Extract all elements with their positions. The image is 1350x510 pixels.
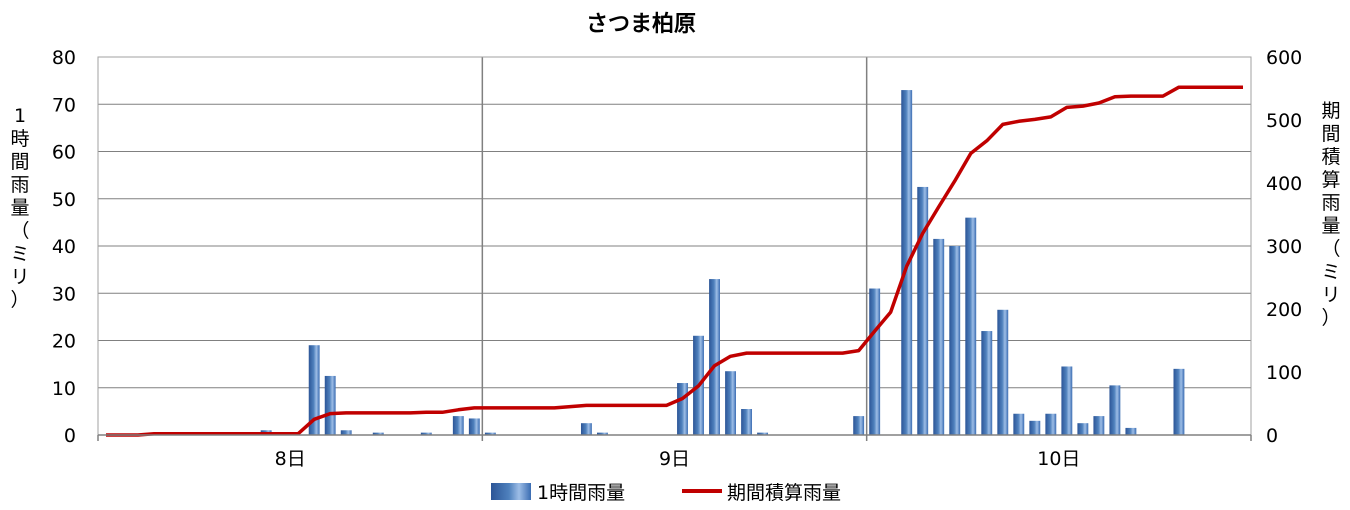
plot-area: 8日 9日 10日 0 10 20 30 40 50 60 70 80 0 100 200 300 400 500… (10, 47, 1340, 504)
bar (1013, 413, 1025, 435)
y-left-axis-label-char: リ (10, 266, 29, 288)
bar (1045, 413, 1057, 435)
bar (324, 375, 336, 435)
bar (1029, 420, 1041, 435)
y-left-tick-label: 10 (52, 378, 76, 400)
bar (741, 409, 753, 435)
bar (709, 279, 720, 435)
bar (869, 288, 881, 435)
y-left-axis-label-char: 雨 (10, 174, 29, 196)
y-left-tick-label: 70 (52, 94, 76, 116)
y-left-tick-label: 80 (52, 47, 76, 69)
legend-line-label: 期間積算雨量 (727, 482, 841, 504)
x-tick-label: 8日 (275, 448, 306, 470)
y-left-axis-label-char: 量 (10, 197, 29, 219)
y-right-tick-label: 0 (1266, 425, 1278, 447)
bar (452, 416, 464, 435)
bar (933, 238, 945, 435)
x-tick-label: 9日 (659, 448, 690, 470)
bar (1093, 416, 1105, 435)
y-left-tick-label: 60 (52, 142, 76, 164)
bar (1109, 385, 1121, 435)
y-right-axis-label-char: ） (1321, 307, 1340, 329)
y-right-axis-label-char: 量 (1321, 215, 1340, 237)
bar (420, 432, 432, 435)
bar (949, 246, 961, 435)
y-left-axis-label-char: （ (10, 220, 29, 242)
series-line-cumulative (106, 85, 1243, 437)
y-right-tick-label: 600 (1266, 47, 1302, 69)
bar (757, 432, 769, 435)
x-tick-label: 10日 (1037, 448, 1080, 470)
bar (596, 432, 608, 435)
y-right-axis-label-char: 間 (1321, 123, 1340, 145)
y-left-tick-label: 20 (52, 331, 76, 353)
bar (1061, 366, 1073, 435)
y-right-axis-label-char: （ (1321, 238, 1340, 260)
y-right-axis-label-char: 雨 (1321, 192, 1340, 214)
bar (340, 430, 352, 435)
y-left-tick-label: 40 (52, 236, 76, 258)
y-right-axis-label-char: 期 (1321, 100, 1340, 122)
bar (484, 432, 496, 435)
y-right-axis-label-char: 算 (1321, 169, 1340, 191)
bar (725, 371, 736, 435)
y-right-tick-label: 200 (1266, 299, 1302, 321)
bar (1077, 423, 1089, 435)
y-left-tick-label: 30 (52, 283, 76, 305)
y-right-axis-label-char: ミ (1321, 261, 1340, 283)
y-left-axis-label-char: 1 (14, 105, 26, 127)
bar (372, 432, 384, 435)
bar (853, 416, 865, 435)
bar (997, 309, 1009, 435)
y-right-tick-label: 100 (1266, 362, 1302, 384)
bar (580, 423, 592, 435)
y-left-axis-label-char: 時 (10, 128, 29, 150)
legend-bar-swatch (491, 483, 531, 500)
y-left-tick-label: 50 (52, 189, 76, 211)
bar (965, 217, 977, 435)
bar (917, 186, 929, 435)
y-right-tick-label: 500 (1266, 110, 1302, 132)
y-left-tick-label: 0 (64, 425, 76, 447)
y-right-tick-label: 300 (1266, 236, 1302, 258)
y-left-axis-label-char: 間 (10, 151, 29, 173)
y-right-axis-label-char: 積 (1321, 146, 1340, 168)
chart-title: さつま柏原 (586, 11, 696, 37)
y-right-tick-label: 400 (1266, 173, 1302, 195)
y-right-axis-label-char: リ (1321, 284, 1340, 306)
bar (981, 331, 993, 435)
y-left-axis-label-char: ミ (10, 243, 29, 265)
bar (468, 418, 480, 435)
bar (308, 345, 320, 435)
bar (677, 383, 688, 435)
legend-bar-label: 1時間雨量 (537, 482, 625, 504)
bar (1173, 368, 1185, 435)
bar (1125, 427, 1137, 435)
y-left-axis-label-char: ） (10, 289, 29, 311)
